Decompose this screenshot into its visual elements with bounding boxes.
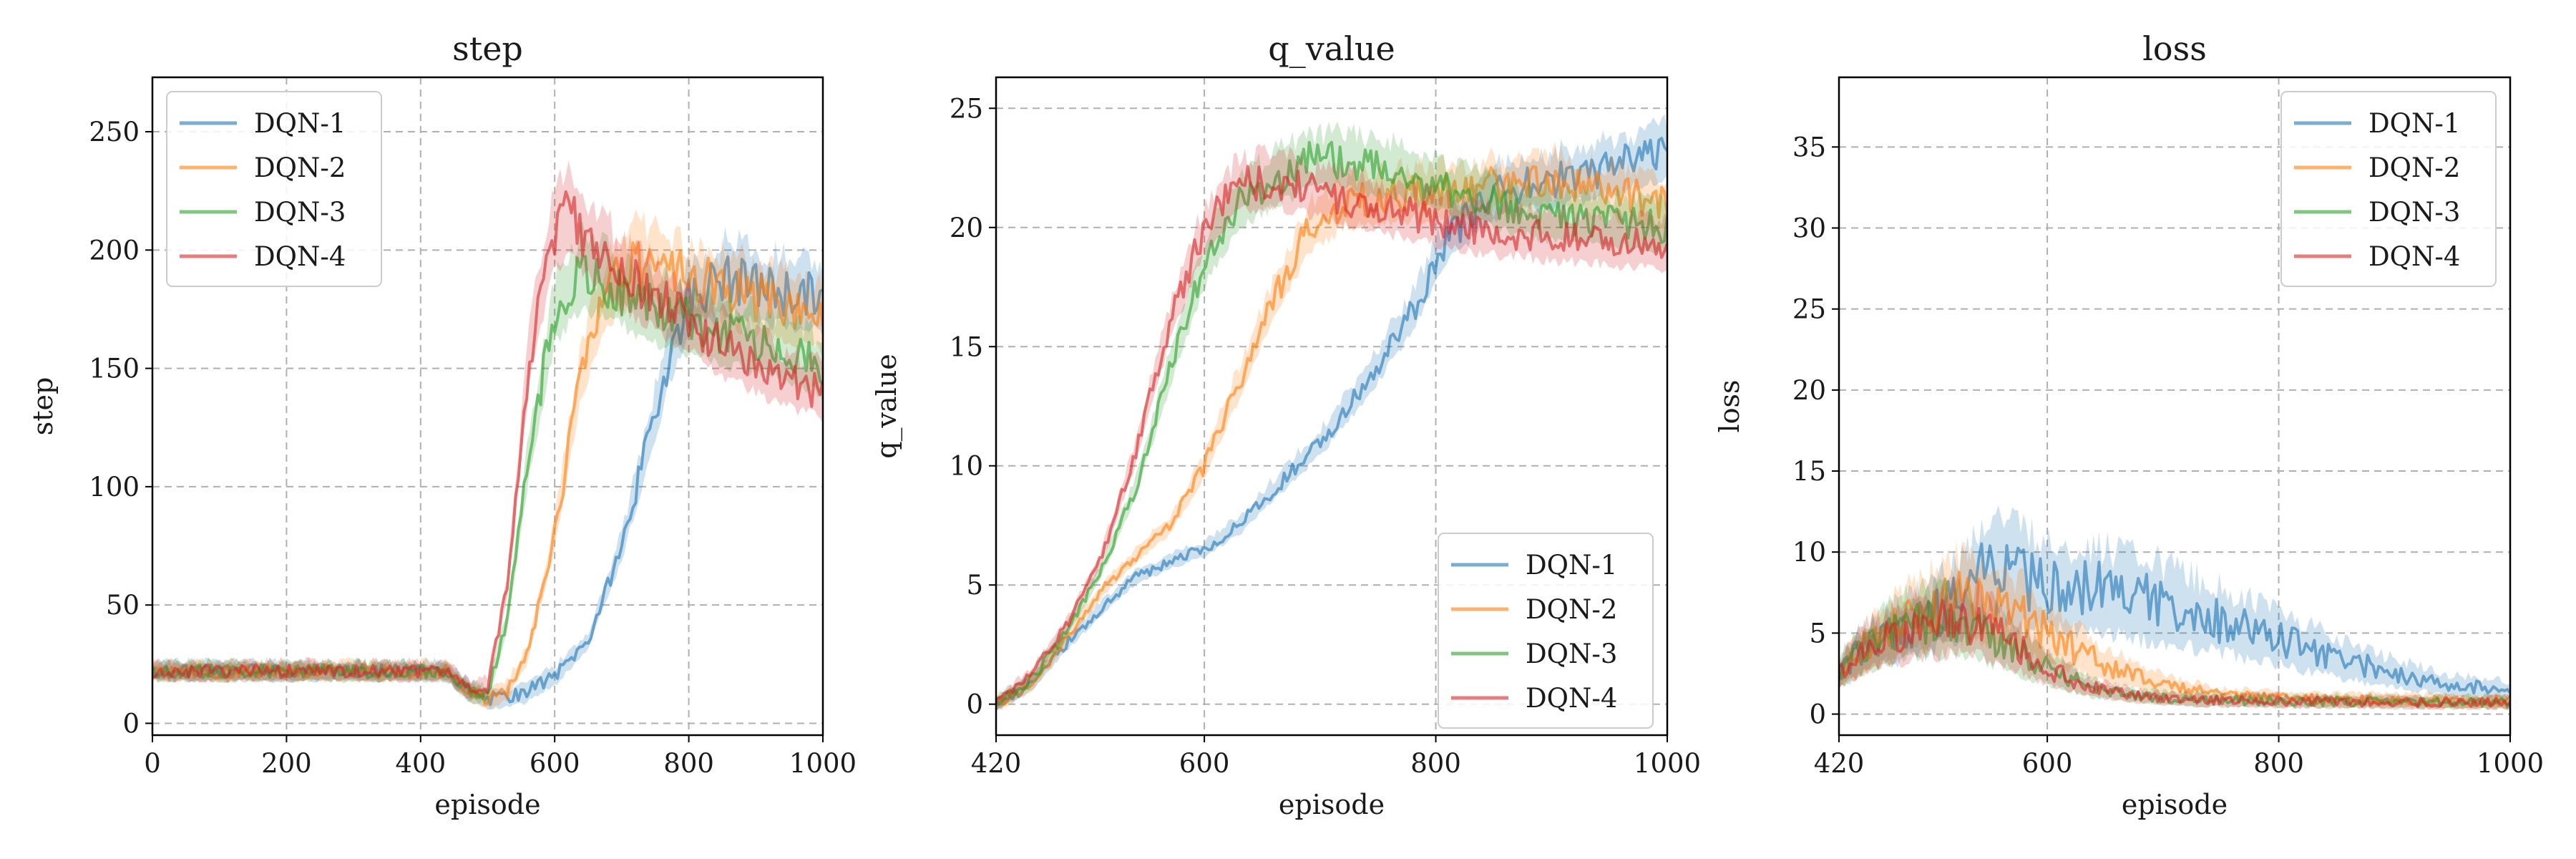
series-band-DQN-2	[1839, 540, 2510, 709]
x-axis-label: episode	[1279, 789, 1385, 820]
axes-frame	[995, 76, 1669, 737]
x-tick-label: 420	[1814, 748, 1865, 779]
y-tick-label: 15	[1792, 456, 1826, 487]
legend-label: DQN-3	[2368, 197, 2460, 228]
plot-area	[996, 114, 1667, 712]
y-tick-label: 25	[950, 93, 983, 124]
y-tick-label: 15	[950, 331, 983, 362]
y-tick-label: 35	[1792, 132, 1826, 162]
y-tick-label: 5	[966, 570, 983, 601]
x-axis-label: episode	[2122, 789, 2228, 820]
y-tick-label: 25	[1792, 294, 1826, 325]
legend-label: DQN-3	[254, 197, 346, 228]
y-tick-label: 20	[950, 213, 983, 243]
legend-box	[2280, 91, 2497, 287]
series-band-DQN-4	[152, 160, 823, 701]
y-axis-label: loss	[1714, 379, 1745, 432]
y-tick-label: 250	[89, 117, 140, 147]
series-band-DQN-3	[1839, 575, 2510, 711]
series-band-DQN-2	[996, 142, 1667, 710]
legend: DQN-1 DQN-2 DQN-3 DQN-4	[2280, 91, 2497, 287]
y-axis-label: step	[27, 377, 59, 436]
x-tick-label: 800	[1410, 748, 1461, 779]
series-line-DQN-3	[1839, 600, 2510, 709]
y-tick-label: 30	[1792, 213, 1826, 244]
y-tick-label: 20	[1792, 375, 1826, 406]
legend-label: DQN-4	[254, 241, 346, 272]
y-tick-label: 5	[1809, 618, 1826, 649]
chart-title: loss	[2142, 29, 2207, 68]
x-tick-label: 600	[2022, 748, 2073, 779]
y-tick-label: 100	[89, 472, 140, 503]
x-tick-label: 0	[144, 748, 161, 779]
x-tick-label: 200	[261, 748, 312, 779]
legend-label: DQN-4	[1526, 683, 1617, 714]
legend: DQN-1 DQN-2 DQN-3 DQN-4	[166, 91, 382, 287]
series-line-DQN-1	[1839, 542, 2510, 695]
legend-box	[1438, 533, 1654, 729]
series-band-DQN-4	[1839, 573, 2510, 711]
x-tick-label: 600	[1179, 748, 1230, 779]
legend-label: DQN-2	[1526, 594, 1617, 625]
x-tick-label: 1000	[789, 748, 857, 779]
chart-panel-loss: 420 600 800 1000 0 5 10 15 20 25 30 35 loss episode lo…	[1714, 29, 2544, 820]
x-tick-label: 1000	[2477, 748, 2544, 779]
series-line-DQN-4	[1839, 598, 2510, 709]
x-tick-label: 400	[395, 748, 446, 779]
legend-label: DQN-4	[2368, 241, 2460, 272]
axes-frame	[151, 76, 824, 737]
y-axis-label: q_value	[871, 354, 903, 459]
series-line-DQN-1	[996, 137, 1667, 707]
x-tick-label: 800	[2253, 748, 2304, 779]
chart-title: step	[452, 29, 523, 68]
y-tick-label: 10	[1792, 537, 1826, 568]
legend-label: DQN-1	[254, 108, 346, 139]
legend: DQN-1 DQN-2 DQN-3 DQN-4	[1438, 533, 1654, 729]
series-line-DQN-2	[996, 165, 1667, 706]
x-tick-label: 1000	[1634, 748, 1701, 779]
y-tick-label: 200	[89, 235, 140, 266]
plot-area	[152, 160, 823, 710]
series-line-DQN-4	[152, 190, 823, 694]
y-tick-label: 0	[122, 708, 140, 739]
legend-label: DQN-2	[2368, 152, 2460, 183]
x-axis-label: episode	[434, 789, 540, 820]
series-line-DQN-1	[152, 255, 823, 707]
x-tick-label: 600	[530, 748, 580, 779]
legend-label: DQN-3	[1526, 639, 1617, 669]
y-tick-label: 10	[950, 451, 983, 482]
series-line-DQN-4	[996, 165, 1667, 701]
legend-label: DQN-2	[254, 152, 346, 183]
y-tick-label: 50	[106, 590, 140, 621]
chart-title: q_value	[1268, 29, 1395, 68]
chart-panel-step: 0 200 400 600 800 1000 0 50 100 150 200 250 step epis…	[27, 29, 857, 820]
plot-area	[1839, 505, 2510, 711]
y-tick-label: 0	[1809, 699, 1826, 730]
y-tick-label: 0	[966, 689, 983, 720]
x-tick-label: 800	[663, 748, 714, 779]
y-tick-label: 150	[89, 354, 140, 384]
legend-label: DQN-1	[2368, 108, 2460, 139]
series-line-DQN-3	[996, 140, 1667, 707]
legend-label: DQN-1	[1526, 550, 1617, 581]
axes-frame	[1838, 76, 2512, 737]
legend-box	[166, 91, 382, 287]
x-tick-label: 420	[971, 748, 1022, 779]
